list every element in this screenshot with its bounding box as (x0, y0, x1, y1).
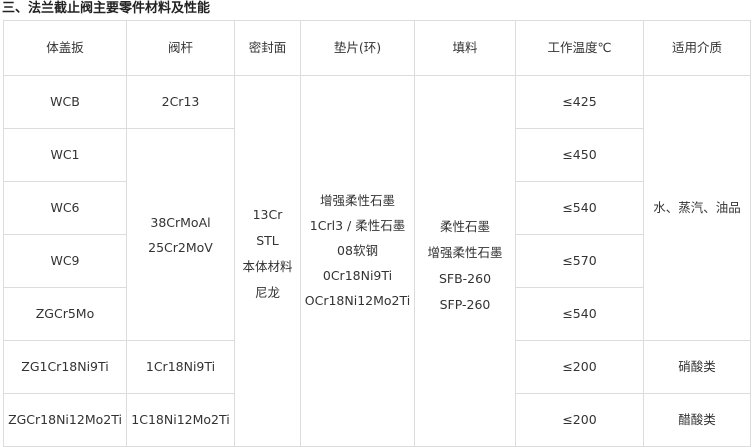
body-material-cell: WC6 (3, 181, 127, 235)
stem-cell: 38CrMoAl 25Cr2MoV (126, 128, 235, 341)
stem-cell: 2Cr13 (126, 75, 235, 129)
sealing-face-item: 尼龙 (254, 285, 280, 300)
table-row: ZGCr18Ni12Mo2Ti 1C18Ni12Mo2Ti ≤200 醋酸类 (3, 393, 751, 447)
section-title: 三、法兰截止阀主要零件材料及性能 (2, 1, 211, 16)
gasket-item: 0Cr18Ni9Ti (322, 268, 393, 283)
temperature-cell: ≤540 (515, 287, 644, 341)
medium-cell: 醋酸类 (643, 393, 751, 447)
stem-cell: 1Cr18Ni9Ti (126, 340, 235, 394)
sealing-face-item: 本体材料 (242, 259, 293, 274)
temperature-cell: ≤425 (515, 75, 644, 129)
stem-item: 38CrMoAl (150, 214, 211, 230)
gasket-item: 08软钢 (337, 243, 378, 258)
packing-item: SFP-260 (439, 297, 491, 312)
table-row: WC6 ≤540 (3, 181, 751, 235)
packing-cell: 柔性石墨 增强柔性石墨 SFB-260 SFP-260 (414, 75, 516, 447)
body-material-cell: ZGCr5Mo (3, 287, 127, 341)
stem-item: 25Cr2MoV (148, 239, 213, 255)
packing-item: 增强柔性石墨 (427, 245, 503, 260)
temperature-cell: ≤450 (515, 128, 644, 182)
medium-cell: 水、蒸汽、油品 (643, 75, 751, 341)
header-cell: 阀杆 (126, 20, 235, 76)
materials-table: 体盖扳 阀杆 密封面 垫片(环) 填料 工作温度℃ 适用介质 WCB 2Cr13… (3, 20, 751, 447)
temperature-cell: ≤200 (515, 340, 644, 394)
packing-item: SFB-260 (438, 271, 492, 286)
temperature-cell: ≤570 (515, 234, 644, 288)
medium-cell: 硝酸类 (643, 340, 751, 394)
packing-item: 柔性石墨 (439, 219, 490, 234)
header-cell: 垫片(环) (300, 20, 415, 76)
header-cell: 密封面 (234, 20, 301, 76)
sealing-face-item: STL (256, 233, 279, 248)
header-cell: 体盖扳 (3, 20, 127, 76)
gasket-cell: 增强柔性石墨 1Crl3 / 柔性石墨 08软钢 0Cr18Ni9Ti OCr1… (300, 75, 415, 447)
header-cell: 适用介质 (643, 20, 751, 76)
body-material-cell: ZG1Cr18Ni9Ti (3, 340, 127, 394)
temperature-cell: ≤540 (515, 181, 644, 235)
body-material-cell: WC9 (3, 234, 127, 288)
temperature-cell: ≤200 (515, 393, 644, 447)
gasket-item: OCr18Ni12Mo2Ti (304, 293, 411, 308)
header-row: 体盖扳 阀杆 密封面 垫片(环) 填料 工作温度℃ 适用介质 (3, 20, 751, 76)
gasket-item: 增强柔性石墨 (319, 193, 395, 208)
table-row: WC9 ≤570 (3, 234, 751, 288)
table-row: WC1 38CrMoAl 25Cr2MoV ≤450 (3, 128, 751, 341)
stem-cell: 1C18Ni12Mo2Ti (126, 393, 235, 447)
body-material-cell: WC1 (3, 128, 127, 182)
sealing-face-cell: 13Cr STL 本体材料 尼龙 (234, 75, 301, 447)
body-material-cell: WCB (3, 75, 127, 129)
sealing-face-item: 13Cr (252, 207, 283, 222)
header-cell: 填料 (414, 20, 516, 76)
body-material-cell: ZGCr18Ni12Mo2Ti (3, 393, 127, 447)
table-row: WCB 2Cr13 13Cr STL 本体材料 尼龙 增强柔性石墨 1Crl3 … (3, 75, 751, 447)
header-cell: 工作温度℃ (515, 20, 644, 76)
gasket-item: 1Crl3 / 柔性石墨 (309, 218, 406, 233)
